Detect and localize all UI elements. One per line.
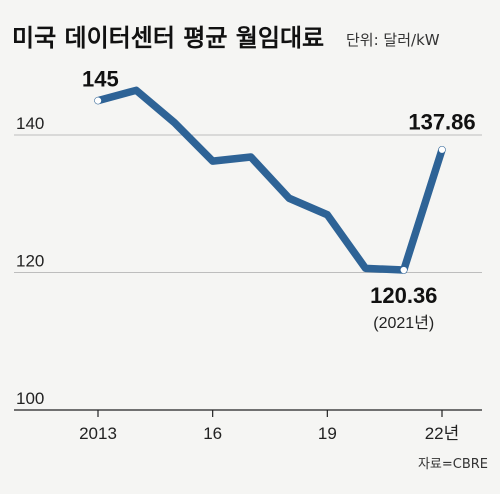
data-label: 145 [82, 67, 119, 92]
data-point-marker [94, 97, 102, 104]
x-tick-label: 2013 [79, 424, 117, 443]
y-tick-label: 100 [16, 389, 44, 408]
tick-layer: 100 120 140 2013 16 19 22년 [16, 114, 459, 443]
data-label: 137.86 [408, 110, 475, 135]
series-line [94, 86, 446, 274]
chart-title: 미국 데이터센터 평균 월임대료 [12, 24, 324, 52]
label-layer: 145 120.36 (2021년) 137.86 [82, 67, 476, 332]
data-point-marker [400, 266, 407, 274]
unit-label: 단위: 달러/kW [346, 31, 440, 49]
y-tick-label: 120 [16, 252, 44, 271]
grid-layer [14, 134, 482, 411]
data-label: 120.36 [370, 283, 437, 308]
x-tick-label: 19 [318, 424, 337, 443]
y-tick-label: 140 [16, 114, 44, 133]
x-tick-label: 22년 [425, 424, 460, 443]
source-note: 자료=CBRE [418, 457, 488, 472]
x-tick-label: 16 [203, 424, 222, 443]
line-layer [94, 86, 446, 274]
data-point-marker [438, 146, 446, 153]
data-label-note: (2021년) [373, 314, 434, 332]
